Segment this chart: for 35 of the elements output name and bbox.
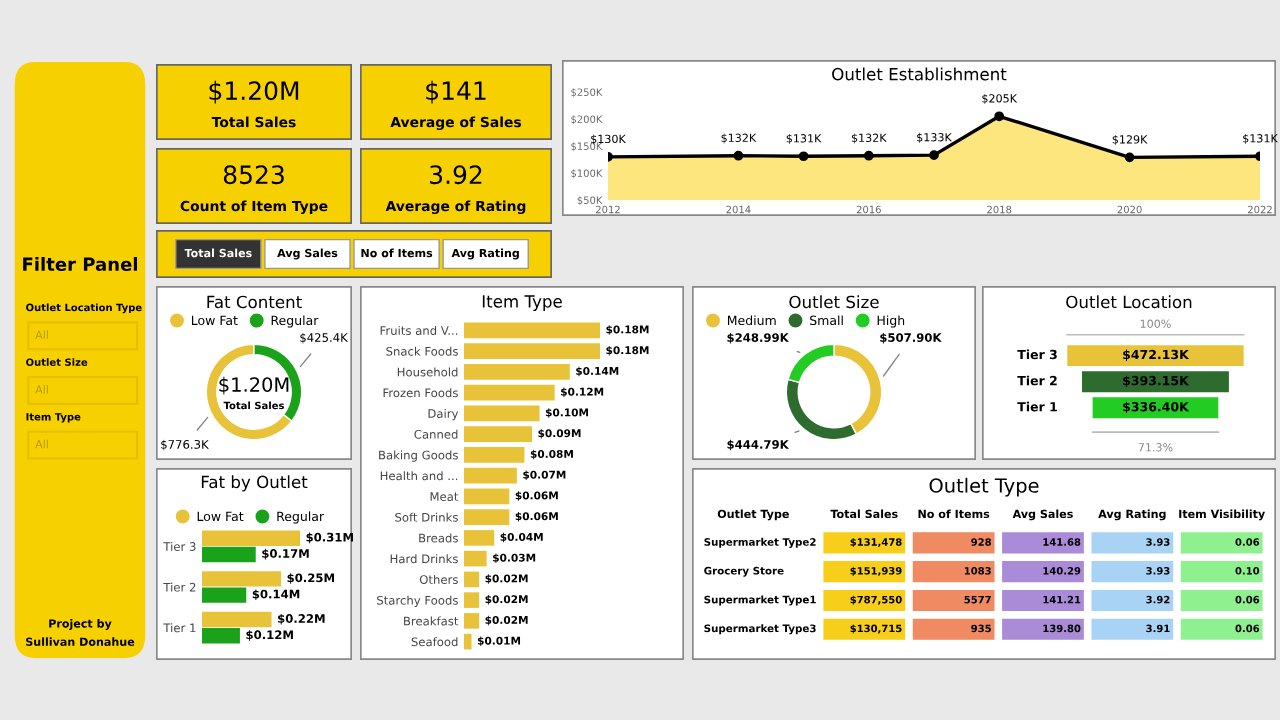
bar	[464, 613, 480, 629]
text: 8523	[223, 165, 284, 185]
bar	[464, 343, 600, 359]
bar	[464, 488, 510, 505]
bar	[202, 546, 256, 563]
bar	[464, 426, 532, 442]
bar	[464, 447, 525, 463]
bar	[464, 322, 600, 339]
bar	[202, 628, 240, 644]
chart-title: Outlet Establishment	[832, 67, 1007, 81]
bar	[202, 571, 282, 587]
text: $1.20M	[209, 80, 299, 104]
bar	[464, 467, 517, 484]
chart-title: Outlet Size	[789, 295, 879, 309]
bar	[202, 530, 300, 546]
bar	[464, 364, 570, 380]
text: Outlet Type	[929, 477, 1039, 497]
text: Filter Panel	[23, 257, 137, 271]
bar	[464, 509, 510, 525]
text: $141	[426, 80, 486, 104]
text: Outlet Location	[1066, 295, 1192, 309]
bar	[202, 611, 272, 628]
bar	[464, 633, 472, 650]
bar	[464, 384, 555, 401]
bar	[464, 530, 495, 546]
bar	[464, 571, 480, 588]
bar	[202, 587, 247, 603]
chart-title: Fat Content	[207, 295, 302, 309]
bar	[464, 592, 480, 608]
text: $1.20M	[219, 376, 289, 395]
text: 3.92	[430, 165, 482, 185]
bar	[464, 405, 540, 422]
chart-title: Fat by Outlet	[201, 475, 308, 492]
bar	[464, 550, 487, 567]
chart-title: Item Type	[482, 295, 562, 311]
